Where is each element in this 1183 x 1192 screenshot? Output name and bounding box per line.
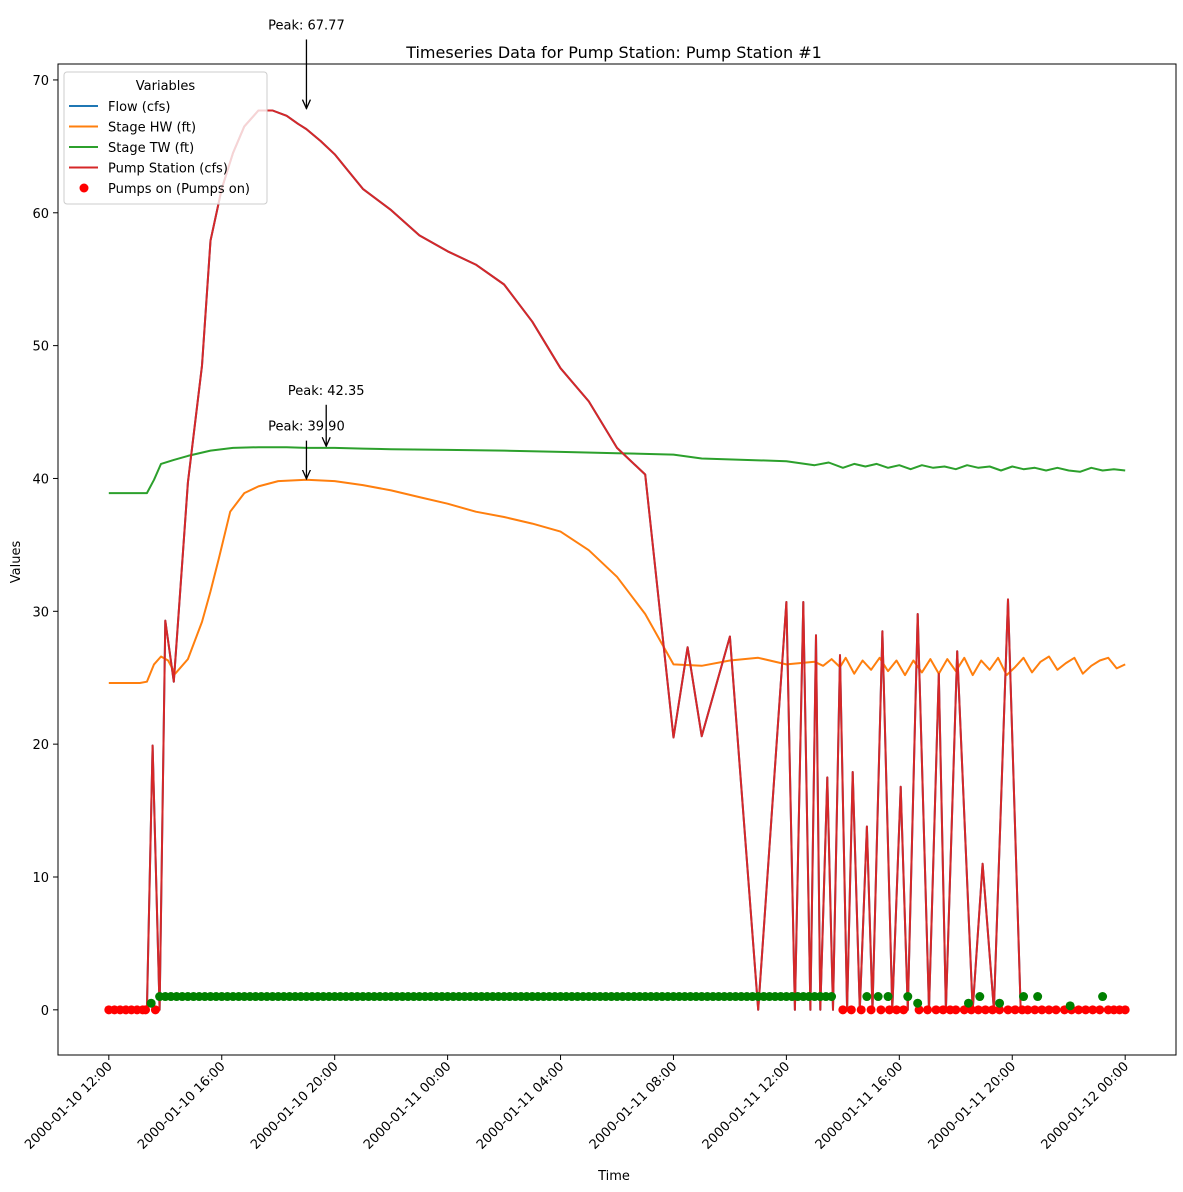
pumps-off-point bbox=[1003, 1005, 1013, 1015]
x-tick-label-7: 2000-01-11 16:00 bbox=[813, 1059, 906, 1152]
y-tick-label-20: 20 bbox=[32, 738, 49, 753]
pumps-off-point bbox=[923, 1005, 933, 1015]
legend: Variables Flow (cfs) Stage HW (ft) Stage TW… bbox=[63, 71, 268, 205]
legend-box bbox=[63, 71, 268, 205]
x-tick-label-8: 2000-01-11 20:00 bbox=[926, 1059, 1019, 1152]
pumps-off-point bbox=[892, 1005, 901, 1015]
x-tick-label-3: 2000-01-11 00:00 bbox=[361, 1059, 454, 1152]
series-line-1 bbox=[108, 478, 1126, 684]
pumps-off-point bbox=[973, 1005, 983, 1015]
legend-entry-2: Stage TW (ft) bbox=[108, 141, 194, 156]
x-tick-label-5: 2000-01-11 08:00 bbox=[587, 1059, 680, 1152]
axes-frame bbox=[57, 63, 1177, 1056]
pumps-off-point bbox=[951, 1005, 961, 1015]
pumps-on-point bbox=[146, 998, 156, 1008]
pumps-off-point bbox=[876, 1005, 886, 1015]
pumps-off-point bbox=[1051, 1005, 1061, 1015]
pumps-off-point bbox=[1044, 1005, 1054, 1015]
pumps-on-point bbox=[873, 992, 883, 1002]
pumps-off-point bbox=[931, 1005, 941, 1015]
pumps-off-point bbox=[1030, 1005, 1040, 1015]
pumps-off-point bbox=[1010, 1005, 1020, 1015]
y-tick-label-50: 50 bbox=[32, 340, 49, 355]
legend-entry-0: Flow (cfs) bbox=[108, 100, 170, 115]
y-tick-label-10: 10 bbox=[32, 871, 49, 886]
pumps-off-point bbox=[1088, 1005, 1098, 1015]
y-tick-label-0: 0 bbox=[41, 1004, 49, 1019]
x-tick-label-4: 2000-01-11 04:00 bbox=[474, 1059, 567, 1152]
legend-entry-1: Stage HW (ft) bbox=[108, 121, 196, 136]
peak-annotation-2: Peak: 39.90 bbox=[268, 420, 345, 435]
y-tick-label-60: 60 bbox=[32, 207, 49, 222]
pumps-off-point bbox=[838, 1005, 848, 1015]
y-tick-label-40: 40 bbox=[32, 472, 49, 487]
pumps-on-point bbox=[1033, 992, 1043, 1002]
pumps-on-point bbox=[1098, 992, 1108, 1002]
legend-swatch-4 bbox=[79, 183, 89, 193]
pumps-on-point bbox=[827, 992, 837, 1002]
pumps-off-point bbox=[1023, 1005, 1033, 1015]
pumps-on-point bbox=[963, 998, 973, 1008]
pumps-on-point bbox=[862, 992, 872, 1002]
pumps-off-point bbox=[1074, 1005, 1084, 1015]
x-tick-label-6: 2000-01-11 12:00 bbox=[700, 1059, 793, 1152]
pumps-off-point bbox=[1037, 1005, 1047, 1015]
x-tick-label-1: 2000-01-10 16:00 bbox=[135, 1059, 228, 1152]
pumps-on-point bbox=[883, 992, 893, 1002]
x-tick-label-9: 2000-01-12 00:00 bbox=[1039, 1059, 1132, 1152]
pumps-off-point bbox=[987, 1005, 997, 1015]
peak-annotation-0: Peak: 67.77 bbox=[268, 18, 345, 33]
x-tick-label-2: 2000-01-10 20:00 bbox=[248, 1059, 341, 1152]
pumps-off-point bbox=[995, 1005, 1005, 1015]
pumps-on-point bbox=[903, 992, 913, 1002]
x-tick-label-0: 2000-01-10 12:00 bbox=[22, 1059, 115, 1152]
pumps-off-point bbox=[866, 1005, 876, 1015]
pumps-off-point bbox=[1081, 1005, 1091, 1015]
pumps-off-point bbox=[980, 1005, 990, 1015]
pumps-off-point bbox=[899, 1005, 909, 1015]
pumps-on-point bbox=[975, 992, 985, 1002]
pumps-off-point bbox=[856, 1005, 866, 1015]
legend-entry-3: Pump Station (cfs) bbox=[108, 162, 228, 177]
pumps-off-point bbox=[959, 1005, 969, 1015]
pumps-on-point bbox=[913, 998, 923, 1008]
pumps-off-point bbox=[1120, 1005, 1130, 1015]
x-axis-label: Time bbox=[597, 1169, 630, 1184]
peak-annotation-1: Peak: 42.35 bbox=[288, 384, 365, 399]
pumps-off-point bbox=[846, 1005, 856, 1015]
pumps-off-point bbox=[150, 1005, 160, 1015]
series-line-0 bbox=[108, 109, 1126, 1011]
chart-title: Timeseries Data for Pump Station: Pump S… bbox=[405, 43, 822, 62]
series-line-3 bbox=[108, 109, 1126, 1011]
legend-title: Variables bbox=[136, 79, 196, 94]
legend-entry-4: Pumps on (Pumps on) bbox=[108, 182, 250, 197]
pumps-off-point bbox=[1095, 1005, 1105, 1015]
pumps-off-point bbox=[141, 1005, 151, 1015]
y-axis-label: Values bbox=[9, 541, 24, 584]
y-tick-label-70: 70 bbox=[32, 74, 49, 89]
pumps-on-point bbox=[995, 998, 1005, 1008]
y-tick-label-30: 30 bbox=[32, 605, 49, 620]
series-line-2 bbox=[108, 446, 1126, 495]
pumps-off-point bbox=[938, 1005, 948, 1015]
pumps-on-point bbox=[1019, 992, 1029, 1002]
pumps-off-point bbox=[884, 1005, 894, 1015]
pumps-on-point bbox=[1065, 1001, 1075, 1011]
